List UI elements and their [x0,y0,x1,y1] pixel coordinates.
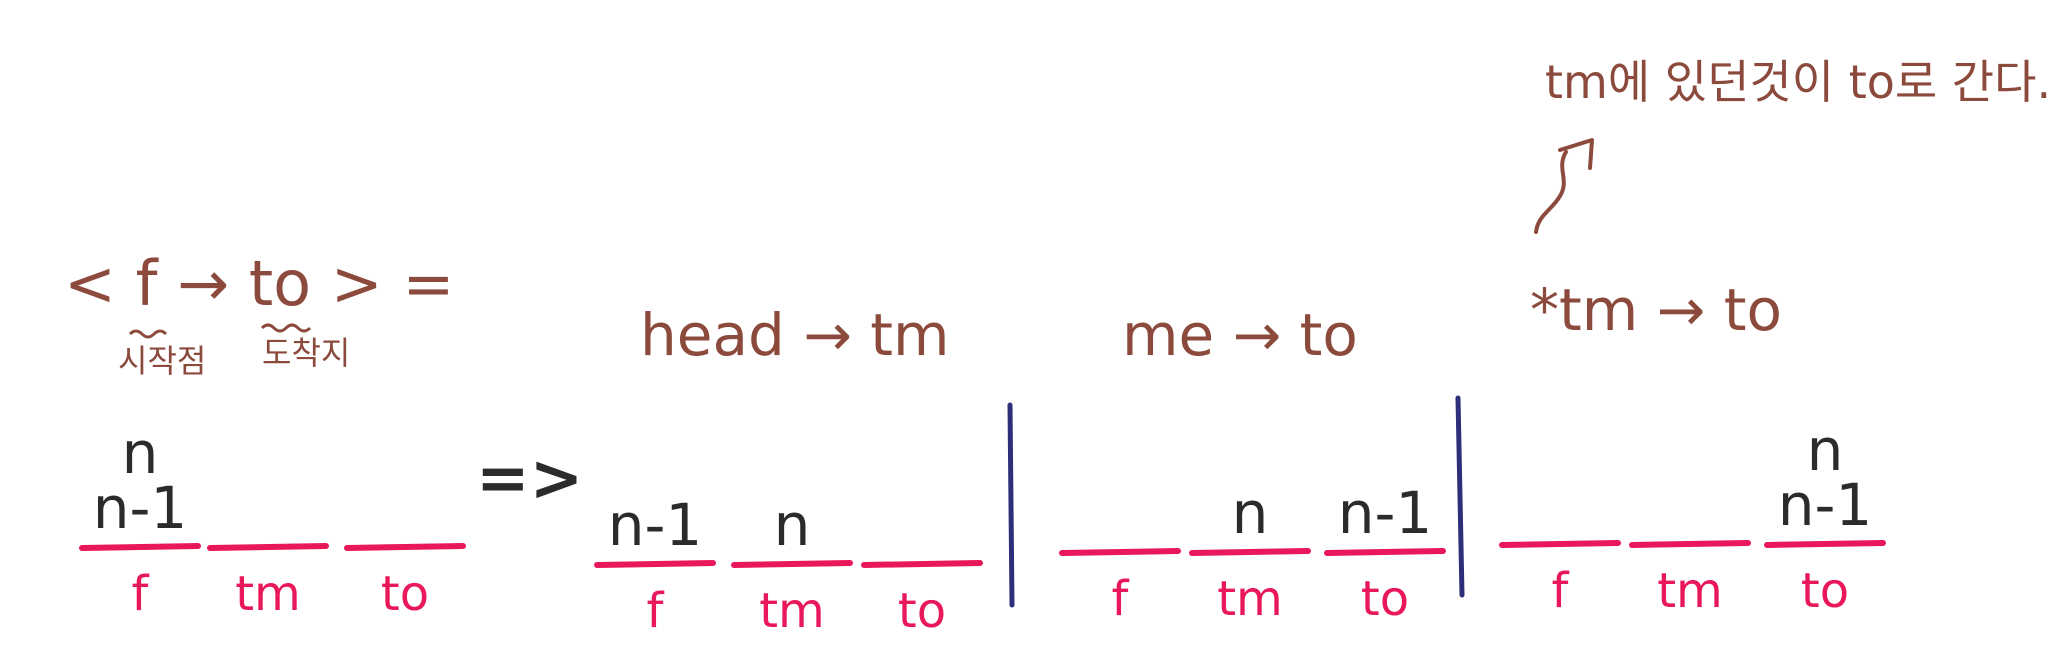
peg-base-f [1499,540,1621,548]
from-annotation: 시작점 [118,342,206,380]
peg-label-f: f [1552,563,1570,619]
peg-base-f [79,543,201,551]
peg-label-f: f [132,566,150,622]
definition-expression: < f → to > = [64,247,454,320]
peg-label-tm: tm [759,583,825,639]
to-annotation: 도착지 [262,334,350,372]
peg-base-to [1324,548,1446,556]
divider-2 [1455,395,1465,598]
peg-base-to [1764,540,1886,548]
note-text: tm에 있던것이 to로 간다. [1545,55,2051,109]
disk-label: n-1 [1778,471,1873,539]
peg-label-to: to [898,583,946,639]
step-label-1: head → tm [640,301,950,369]
peg-base-to [861,560,983,568]
disk-label: n [122,419,159,487]
peg-label-f: f [647,583,665,639]
disk-label: n-1 [1338,479,1433,547]
note-arrowhead-icon [1558,138,1594,170]
peg-base-tm [207,543,329,551]
peg-base-tm [1629,540,1751,548]
peg-label-tm: tm [1217,571,1283,627]
from-wave-icon [128,329,168,339]
peg-label-to: to [381,566,429,622]
peg-label-tm: tm [235,566,301,622]
peg-base-tm [731,560,853,568]
peg-base-f [1059,548,1181,556]
step-label-2: me → to [1122,301,1358,369]
disk-label: n [1232,479,1269,547]
step-label-3: *tm → to [1530,276,1782,344]
peg-base-f [594,560,716,568]
peg-label-to: to [1801,563,1849,619]
note-arrow-icon [1534,150,1568,234]
divider-1 [1007,402,1015,608]
implies-arrow: => [476,442,583,516]
peg-base-tm [1189,548,1311,556]
peg-label-to: to [1361,571,1409,627]
disk-label: n-1 [93,474,188,542]
peg-base-to [344,543,466,551]
disk-label: n [1807,416,1844,484]
to-wave-icon [260,323,312,333]
peg-label-f: f [1112,571,1130,627]
peg-label-tm: tm [1657,563,1723,619]
disk-label: n-1 [608,491,703,559]
disk-label: n [774,491,811,559]
